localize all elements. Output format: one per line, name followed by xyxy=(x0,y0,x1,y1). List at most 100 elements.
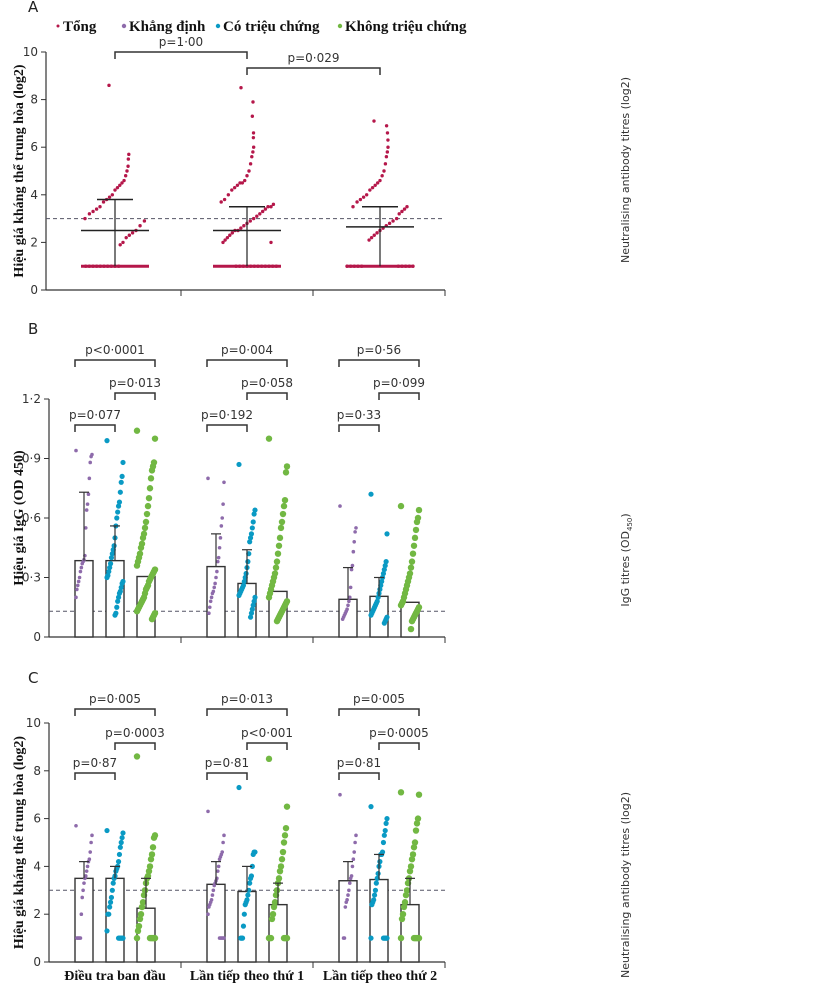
p-value-label: p=0·013 xyxy=(109,376,161,390)
data-point xyxy=(282,824,290,832)
data-point xyxy=(347,599,351,604)
data-point xyxy=(411,534,419,542)
data-point xyxy=(79,565,84,570)
data-point xyxy=(133,608,141,615)
data-point xyxy=(250,155,254,159)
data-point xyxy=(215,559,220,564)
data-point xyxy=(122,178,126,183)
y-tick-label: 8 xyxy=(30,93,38,107)
data-point xyxy=(265,934,273,942)
data-point xyxy=(250,114,255,118)
data-point xyxy=(89,840,93,845)
data-point xyxy=(206,476,210,481)
data-point xyxy=(85,502,90,506)
data-point xyxy=(114,604,120,610)
data-point xyxy=(247,880,253,886)
scatter-group xyxy=(81,83,149,268)
y-tick-label: 0·6 xyxy=(22,511,41,525)
data-point xyxy=(258,212,262,216)
data-point xyxy=(248,162,253,166)
data-point xyxy=(373,183,377,187)
data-point xyxy=(138,224,142,228)
data-point xyxy=(118,479,124,485)
data-point xyxy=(398,915,406,923)
data-point xyxy=(120,181,124,185)
data-point xyxy=(384,155,389,159)
bar-group xyxy=(74,427,159,638)
data-point xyxy=(249,606,255,612)
data-point xyxy=(125,169,129,173)
data-point xyxy=(383,820,389,826)
data-point xyxy=(127,233,132,237)
right-axis-label-end: ) xyxy=(619,513,632,517)
data-point xyxy=(108,894,115,901)
p-value-label: p=0·005 xyxy=(353,692,405,706)
data-point xyxy=(115,594,122,600)
data-point xyxy=(98,205,102,209)
data-point xyxy=(139,899,147,906)
data-point xyxy=(344,900,349,905)
data-point xyxy=(279,510,287,518)
data-point xyxy=(108,555,115,561)
data-point xyxy=(230,188,234,192)
data-point xyxy=(385,150,390,154)
data-point xyxy=(274,550,282,557)
data-point xyxy=(343,905,348,909)
data-point xyxy=(208,599,213,604)
data-point xyxy=(236,784,242,791)
data-point xyxy=(368,491,374,497)
data-point xyxy=(79,912,84,916)
data-point xyxy=(273,617,281,625)
data-point xyxy=(276,534,284,542)
data-point xyxy=(410,844,418,851)
bar-group xyxy=(74,753,159,963)
panel-letter: C xyxy=(28,669,38,687)
data-point xyxy=(116,590,123,596)
p-value-label: p=0·81 xyxy=(205,756,249,770)
data-point xyxy=(282,469,290,476)
data-point xyxy=(382,169,386,173)
data-point xyxy=(216,864,221,869)
data-point xyxy=(408,558,416,565)
data-point xyxy=(375,231,379,235)
data-point xyxy=(283,803,291,810)
significance-bracket xyxy=(74,708,156,716)
data-point xyxy=(251,131,256,135)
data-point xyxy=(109,551,115,557)
p-value-label: p=0·013 xyxy=(221,692,273,706)
bar xyxy=(338,880,358,963)
y-axis-label: Hiệu giá IgG (OD 450) xyxy=(12,450,27,586)
p-value-label: p=0·058 xyxy=(241,376,293,390)
data-point xyxy=(147,856,155,863)
data-point xyxy=(351,857,356,862)
data-point xyxy=(368,935,374,941)
data-point xyxy=(346,603,350,608)
data-point xyxy=(372,233,376,237)
data-point xyxy=(265,594,273,601)
data-point xyxy=(107,83,111,88)
data-point xyxy=(245,174,249,178)
data-point xyxy=(220,516,225,520)
data-point xyxy=(107,561,114,567)
data-point xyxy=(397,602,405,609)
data-point xyxy=(148,615,156,623)
data-point xyxy=(268,915,276,923)
data-point xyxy=(215,869,220,873)
y-tick-label: 6 xyxy=(33,812,41,826)
data-point xyxy=(250,519,256,525)
data-point xyxy=(74,823,78,828)
data-point xyxy=(142,518,150,526)
legend-label: Có triệu chứng xyxy=(223,19,320,35)
significance-bracket xyxy=(246,67,381,75)
significance-bracket xyxy=(114,742,156,750)
significance-bracket xyxy=(338,424,380,432)
data-point xyxy=(119,580,125,587)
data-point xyxy=(113,868,119,874)
data-point xyxy=(348,876,353,881)
data-point xyxy=(413,820,421,827)
data-point xyxy=(243,178,247,183)
data-point xyxy=(353,530,357,534)
data-point xyxy=(369,902,375,908)
data-point xyxy=(347,595,352,600)
bar-group xyxy=(206,755,291,963)
